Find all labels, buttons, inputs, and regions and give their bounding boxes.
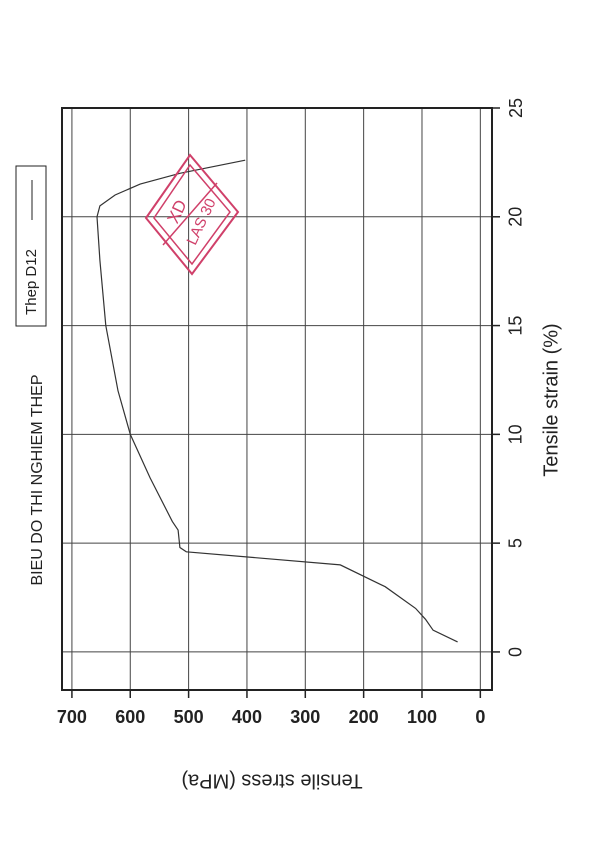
stamp-divider (162, 182, 218, 246)
y-tick-label: 200 (349, 707, 379, 727)
y-tick-label: 400 (232, 707, 262, 727)
x-tick-label: 0 (506, 647, 526, 657)
x-tick-label: 10 (506, 424, 526, 444)
chart-subtitle: Thep D12 (23, 249, 40, 315)
x-tick-label: 20 (506, 207, 526, 227)
y-tick-label: 500 (174, 707, 204, 727)
y-tick-label: 100 (407, 707, 437, 727)
x-tick-label: 5 (506, 538, 526, 548)
y-tick-label: 700 (57, 707, 87, 727)
stamp-inner (153, 163, 231, 266)
stamp-text: XD (163, 197, 190, 226)
y-tick-label: 600 (115, 707, 145, 727)
x-axis-label: Tensile strain (%) (540, 323, 562, 476)
y-tick-label: 300 (290, 707, 320, 727)
stamp-outer (144, 153, 240, 276)
x-tick-label: 25 (506, 98, 526, 118)
y-tick-label: 0 (475, 707, 485, 727)
subtitle-box (15, 165, 47, 327)
y-axis-label: Tensile stress (MPa) (181, 770, 362, 792)
x-tick-label: 15 (506, 316, 526, 336)
data-line (96, 159, 458, 643)
plot-frame (61, 107, 493, 691)
chart-title: BIEU DO THI NGHIEM THEP (29, 375, 46, 586)
